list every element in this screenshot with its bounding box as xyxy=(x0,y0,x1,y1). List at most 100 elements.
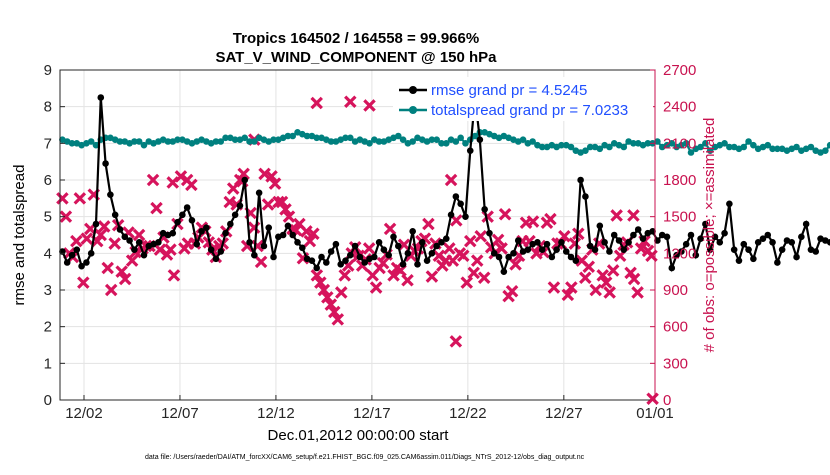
rmse-point xyxy=(284,222,292,230)
obs-marker xyxy=(321,291,334,304)
obs-marker xyxy=(310,96,323,110)
rmse-point xyxy=(299,244,306,252)
spread-point xyxy=(92,141,100,149)
axis-ticks: 12/02 12/07 12/12 12/17 12/22 12/27 01/0101234… xyxy=(44,62,697,422)
rmse-point xyxy=(457,200,464,208)
rmse-point xyxy=(87,250,95,257)
obs-marker xyxy=(80,232,94,245)
obs-marker-cross xyxy=(505,284,519,298)
obs-marker xyxy=(324,298,338,311)
rmse-point xyxy=(630,231,637,239)
chart-title-line1: Tropics 164502 / 164558 = 99.966% xyxy=(233,30,479,47)
obs-marker-cross xyxy=(463,234,477,248)
spread-point xyxy=(740,143,748,151)
rmse-point xyxy=(313,264,321,272)
y-tick-label-right: 2400 xyxy=(663,99,696,116)
obs-marker-cross xyxy=(444,173,458,187)
spread-point xyxy=(582,147,589,154)
rmse-point xyxy=(203,224,210,231)
legend-background xyxy=(393,77,653,121)
rmse-point xyxy=(83,259,90,266)
obs-marker-cross xyxy=(470,254,484,267)
spread-point xyxy=(457,134,464,142)
spread-point xyxy=(519,136,527,143)
obs-marker xyxy=(59,210,73,223)
rmse-point xyxy=(505,253,512,261)
obs-marker xyxy=(561,288,575,302)
obs-marker xyxy=(596,269,609,282)
obs-marker-cross xyxy=(397,238,411,252)
y-tick-label-left: 0 xyxy=(44,392,52,409)
y-tick-label-left: 8 xyxy=(44,99,52,116)
rmse-point xyxy=(332,240,340,248)
rmse-point xyxy=(538,246,546,253)
legend-spread-marker xyxy=(409,106,417,114)
obs-marker xyxy=(505,284,519,298)
obs-marker-cross xyxy=(450,214,463,227)
obs-marker xyxy=(254,255,268,269)
x-axis-label: Dec.01,2012 00:00:00 start xyxy=(268,427,450,444)
rmse-point xyxy=(481,206,488,213)
rmse-point xyxy=(534,239,541,246)
obs-marker xyxy=(108,237,121,250)
obs-marker-cross xyxy=(115,265,128,278)
obs-marker xyxy=(422,217,435,231)
spread-point xyxy=(702,140,709,147)
obs-marker-cross xyxy=(362,242,376,255)
spread-point xyxy=(289,132,297,140)
spread-point xyxy=(764,141,772,149)
obs-marker-cross xyxy=(310,269,324,282)
obs-marker xyxy=(146,173,160,187)
rmse-point xyxy=(207,246,215,253)
rmse-point xyxy=(351,242,359,250)
spread-point xyxy=(366,140,373,147)
spread-point xyxy=(342,134,349,142)
rmse-point xyxy=(702,220,709,228)
obs-marker-cross xyxy=(268,177,282,190)
obs-marker-cross xyxy=(84,222,97,236)
rmse-point xyxy=(294,239,301,246)
rmse-point xyxy=(798,233,805,241)
obs-marker xyxy=(303,234,317,248)
obs-marker-cross xyxy=(118,272,132,286)
obs-marker xyxy=(470,254,484,267)
obs-marker-cross xyxy=(509,258,522,271)
obs-marker xyxy=(268,177,282,190)
spread-point xyxy=(438,140,445,147)
rmse-point xyxy=(222,229,229,237)
rmse-point xyxy=(179,211,186,219)
obs-marker xyxy=(444,173,458,187)
obs-marker-cross xyxy=(80,232,94,245)
spread-point xyxy=(774,145,781,153)
chart-title-line2: SAT_V_WIND_COMPONENT @ 150 hPa xyxy=(215,49,497,66)
legend-spread-label: totalspread grand pr = 7.0233 xyxy=(431,102,628,119)
obs-marker xyxy=(77,276,90,289)
rmse-point xyxy=(802,220,810,228)
rmse-point xyxy=(394,242,402,250)
rmse-point xyxy=(764,231,772,239)
spread-point xyxy=(668,140,676,147)
spread-point xyxy=(251,138,258,145)
rmse-point xyxy=(183,204,191,211)
obs-marker xyxy=(627,209,640,222)
obs-marker-cross xyxy=(631,286,644,299)
obs-marker xyxy=(125,254,139,267)
obs-marker xyxy=(310,269,324,282)
rmse-point xyxy=(606,248,613,255)
obs-marker xyxy=(491,233,505,247)
spread-point xyxy=(596,145,604,153)
rmse-point xyxy=(327,248,335,255)
rmse-point xyxy=(68,251,76,259)
obs-marker-cross xyxy=(59,210,73,223)
rmse-point xyxy=(418,239,426,246)
rmse-point xyxy=(174,218,181,226)
obs-marker-cross xyxy=(265,170,278,183)
rmse-point xyxy=(236,202,244,209)
obs-marker-cross xyxy=(565,281,578,294)
spread-point xyxy=(750,141,757,149)
rmse-point xyxy=(591,246,599,253)
rmse-point xyxy=(577,176,584,184)
obs-marker xyxy=(84,222,97,236)
spread-point xyxy=(217,138,225,145)
obs-marker xyxy=(132,228,146,242)
